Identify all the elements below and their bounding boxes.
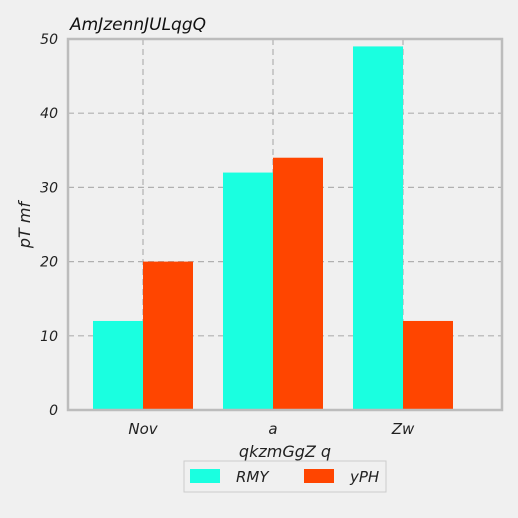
bar-rmy-nov	[93, 320, 143, 410]
y-tick-labels: 0 10 20 30 40 50	[40, 32, 58, 419]
y-tick-label: 30	[40, 180, 58, 196]
bar-rmy-a	[223, 172, 273, 410]
x-tick-label: Nov	[128, 420, 158, 438]
plot-frame	[66, 37, 504, 412]
legend: RMY yPH	[183, 460, 387, 493]
x-axis-label: qkzmGgZ q	[239, 442, 331, 461]
y-tick-label: 10	[40, 329, 58, 345]
bars	[93, 46, 453, 411]
y-tick-label: 40	[40, 106, 58, 122]
legend-label-yph: yPH	[349, 468, 379, 486]
legend-label-rmy: RMY	[236, 468, 270, 486]
y-tick-label: 20	[40, 255, 58, 271]
chart-title: AmJzennJULqgQ	[69, 15, 206, 35]
bar-yph-a	[273, 157, 323, 410]
bar-yph-nov	[143, 261, 193, 410]
legend-swatch-rmy	[190, 469, 220, 483]
y-axis-label: pT mf	[15, 200, 34, 250]
y-tick-label: 50	[40, 32, 58, 48]
y-tick-label: 0	[49, 403, 58, 419]
x-tick-label: Zw	[391, 420, 415, 438]
bar-rmy-zw	[353, 46, 403, 411]
x-tick-labels: Nov a Zw	[128, 420, 415, 438]
legend-swatch-yph	[304, 469, 334, 483]
x-tick-label: a	[268, 420, 277, 438]
bar-yph-zw	[403, 320, 453, 410]
